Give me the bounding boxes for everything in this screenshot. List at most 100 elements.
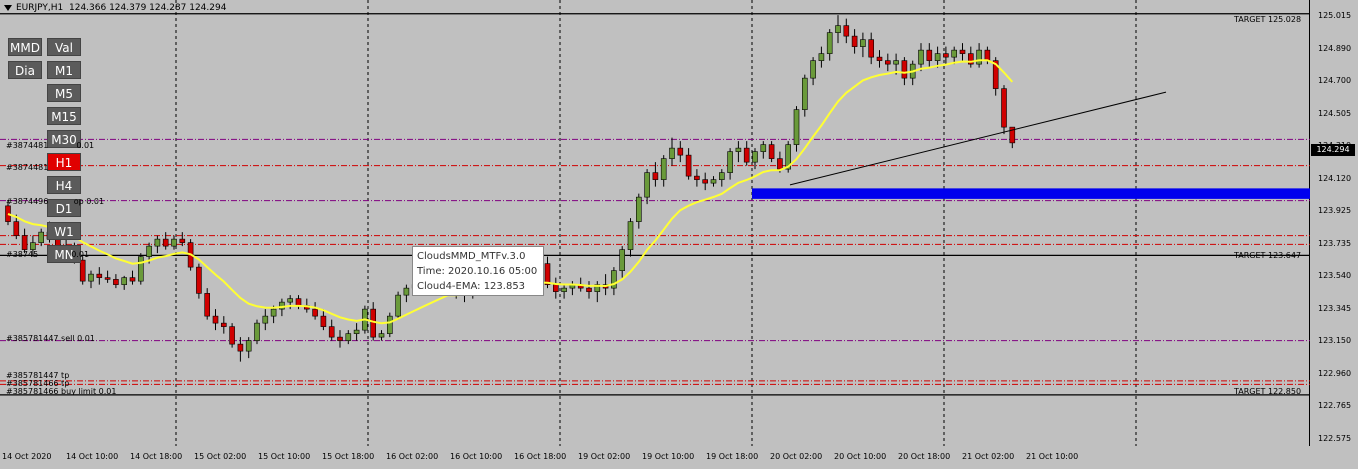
price-tick-label: 124.505 [1318, 108, 1352, 118]
candle-body [5, 205, 11, 222]
candle-body [88, 273, 94, 282]
candle-body [395, 294, 401, 317]
candle-body [345, 333, 352, 341]
candle-body [843, 25, 850, 37]
mmd-button[interactable]: MMD [8, 38, 42, 56]
target-label: TARGET 123.647 [1234, 251, 1302, 260]
candle-body [777, 158, 783, 170]
price-tick-label: 122.765 [1318, 401, 1352, 410]
time-tick-label: 14 Oct 10:00 [66, 452, 119, 461]
time-tick-label: 15 Oct 02:00 [194, 452, 247, 461]
chart-header: EURJPY,H1 124.366 124.379 124.287 124.29… [4, 3, 226, 13]
candle-body [544, 263, 551, 285]
time-tick-label: 19 Oct 10:00 [642, 452, 695, 461]
tooltip-indicator-name: CloudsMMD_MTFv.3.0 [417, 251, 526, 262]
candle-body [669, 147, 675, 159]
candle-body [287, 298, 294, 303]
candle-body [328, 326, 335, 338]
price-chart [0, 0, 1310, 446]
time-tick-label: 21 Oct 10:00 [1026, 452, 1079, 461]
timeframe-m5-button[interactable]: M5 [47, 84, 81, 102]
price-tick-label: 123.150 [1318, 336, 1352, 345]
current-price-tag: 124.294 [1311, 144, 1355, 156]
demand-zone [752, 188, 1310, 199]
candle-body [96, 273, 103, 278]
candle-body [270, 308, 277, 317]
timeframe-m15-button[interactable]: M15 [47, 107, 81, 125]
time-tick-label: 16 Oct 18:00 [514, 452, 567, 461]
val-button[interactable]: Val [47, 38, 81, 56]
candle-body [992, 60, 999, 89]
candle-body [154, 238, 161, 247]
time-tick-label: 19 Oct 02:00 [578, 452, 631, 461]
candle-body [21, 235, 28, 250]
timeframe-mn-button[interactable]: MN [47, 245, 81, 263]
candle-body [138, 256, 144, 282]
tooltip-value: Cloud4-EMA: 123.853 [417, 281, 526, 292]
dia-button[interactable]: Dia [8, 61, 42, 79]
price-tick-label: 124.120 [1318, 173, 1352, 183]
price-tick-label: 123.540 [1318, 271, 1352, 280]
candle-body [221, 322, 227, 327]
candle-body [611, 270, 617, 289]
candle-body [959, 49, 966, 54]
order-label-tp: #385781466 tp [6, 379, 70, 388]
timeframe-m1-button[interactable]: M1 [47, 61, 81, 79]
candle-body [810, 60, 816, 79]
price-tick-label: 122.960 [1318, 368, 1352, 378]
time-tick-label: 15 Oct 10:00 [258, 452, 311, 461]
dropdown-icon[interactable] [4, 4, 12, 11]
price-tick-label: 123.925 [1318, 206, 1352, 215]
candle-body [627, 221, 634, 250]
candle-body [967, 53, 974, 65]
order-label: #38745 0.01 [6, 250, 90, 259]
time-tick-label: 16 Oct 10:00 [450, 452, 503, 461]
candle-body [378, 333, 385, 338]
candle-body [38, 231, 45, 243]
candle-body [162, 238, 169, 247]
candle-body [254, 322, 260, 341]
candle-body [619, 249, 626, 271]
timeframe-h1-button[interactable]: H1 [47, 153, 81, 171]
price-tick-label: 125.015 [1318, 11, 1352, 20]
trend-line [789, 91, 1167, 186]
candle-body [295, 298, 302, 306]
order-label-sell: #385781447 sell 0.01 [6, 334, 95, 343]
timeframe-m30-button[interactable]: M30 [47, 130, 81, 148]
candle-body [694, 175, 700, 180]
candle-body [121, 277, 127, 285]
time-tick-label: 21 Oct 02:00 [962, 452, 1015, 461]
timeframe-w1-button[interactable]: W1 [47, 222, 81, 240]
timeframe-h4-button[interactable]: H4 [47, 176, 81, 194]
candle-body [818, 53, 825, 61]
candle-body [835, 25, 841, 33]
candle-body [104, 277, 111, 280]
candle-body [901, 60, 908, 79]
candle-body [552, 284, 559, 292]
candle-body [337, 336, 343, 341]
timeframe-d1-button[interactable]: D1 [47, 199, 81, 217]
tooltip-time: Time: 2020.10.16 05:00 [417, 266, 538, 277]
candle-body [918, 49, 924, 65]
time-tick-label: 15 Oct 18:00 [322, 452, 375, 461]
symbol-label: EURJPY,H1 [16, 3, 64, 13]
candle-body [586, 287, 592, 292]
order-label: #3874481 0.01 [6, 141, 95, 150]
chart-plot-area[interactable] [0, 0, 1310, 446]
candle-body [943, 53, 949, 58]
candle-body [1009, 126, 1016, 144]
candle-body [652, 172, 659, 180]
candle-body [743, 147, 750, 163]
price-tick-label: 123.735 [1318, 238, 1352, 248]
candle-body [752, 151, 758, 163]
candle-body [30, 242, 36, 250]
candle-body [353, 329, 360, 334]
order-label: #3874496 op 0.01 [6, 197, 105, 206]
candle-body [984, 49, 991, 61]
candle-body [735, 147, 742, 152]
candle-body [212, 315, 219, 324]
candle-body [718, 172, 725, 180]
order-label: #3874481 [6, 163, 49, 172]
candle-body [279, 301, 285, 310]
